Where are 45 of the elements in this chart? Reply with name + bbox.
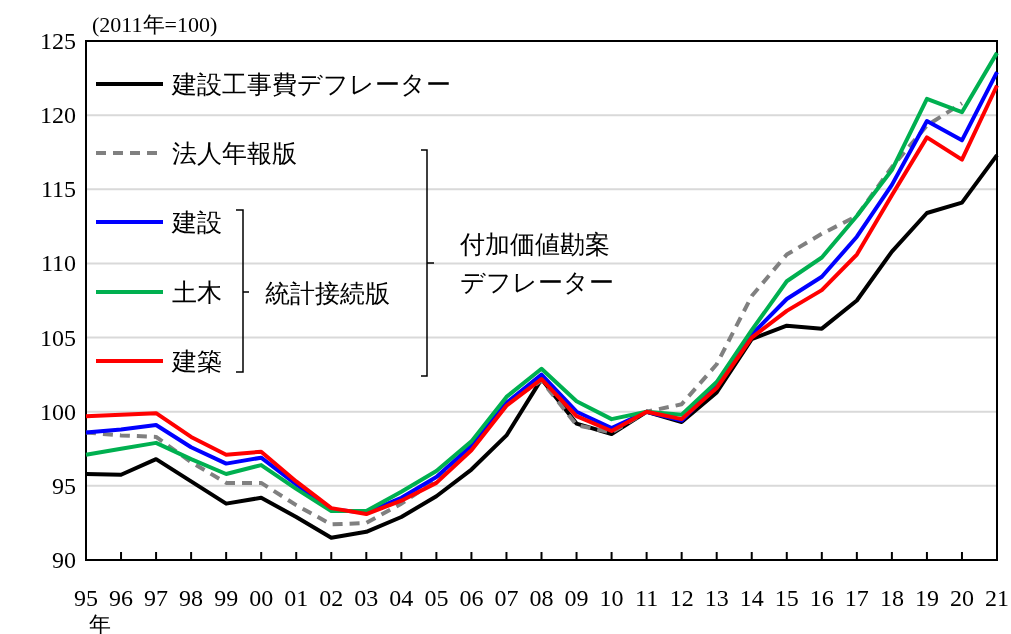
x-axis-title: 年 bbox=[89, 612, 111, 634]
y-tick-label: 95 bbox=[52, 472, 76, 499]
x-tick-label: 15 bbox=[774, 585, 799, 611]
x-tick-label: 03 bbox=[354, 585, 379, 611]
y-tick-label: 115 bbox=[40, 176, 76, 203]
x-tick-label: 01 bbox=[284, 585, 309, 611]
y-tick-label: 110 bbox=[40, 250, 76, 277]
x-tick-label: 98 bbox=[179, 585, 204, 611]
x-tick-label: 21 bbox=[985, 585, 1009, 611]
x-tick-label: 95 bbox=[74, 585, 98, 611]
y-tick-label: 90 bbox=[52, 547, 76, 573]
x-tick-label: 07 bbox=[494, 585, 519, 611]
y-tick-label: 105 bbox=[40, 324, 76, 351]
x-tick-label: 00 bbox=[249, 585, 274, 611]
x-tick-label: 06 bbox=[459, 585, 484, 611]
legend-label: 建築 bbox=[171, 348, 222, 375]
annotation: デフレーター bbox=[460, 269, 614, 296]
x-tick-label: 13 bbox=[704, 585, 729, 611]
x-tick-label: 10 bbox=[599, 585, 624, 611]
x-tick-label: 02 bbox=[319, 585, 344, 611]
x-tick-label: 97 bbox=[144, 585, 169, 611]
x-tick-label: 11 bbox=[635, 585, 659, 611]
legend-label: 建設工事費デフレーター bbox=[171, 71, 451, 98]
x-tick-label: 16 bbox=[809, 585, 834, 611]
x-tick-label: 04 bbox=[389, 585, 414, 611]
y-axis-title: (2011年=100) bbox=[92, 12, 218, 37]
x-tick-label: 19 bbox=[914, 585, 939, 611]
x-tick-label: 14 bbox=[739, 585, 764, 611]
annotation: 付加価値勘案 bbox=[459, 231, 610, 258]
x-tick-label: 96 bbox=[109, 585, 134, 611]
annotation: 統計接続版 bbox=[265, 280, 390, 307]
y-tick-label: 125 bbox=[40, 28, 76, 54]
legend-label: 法人年報版 bbox=[172, 140, 297, 167]
x-tick-label: 20 bbox=[949, 585, 974, 611]
x-tick-label: 99 bbox=[214, 585, 239, 611]
legend-label: 建設 bbox=[171, 209, 222, 236]
x-tick-label: 17 bbox=[844, 585, 869, 611]
y-tick-label: 100 bbox=[40, 398, 76, 425]
x-tick-label: 05 bbox=[424, 585, 449, 611]
x-tick-label: 09 bbox=[564, 585, 589, 611]
y-tick-label: 120 bbox=[40, 102, 76, 129]
x-tick-label: 12 bbox=[669, 585, 694, 611]
x-tick-label: 08 bbox=[529, 585, 554, 611]
x-tick-label: 18 bbox=[879, 585, 904, 611]
legend-label: 土木 bbox=[172, 279, 222, 306]
